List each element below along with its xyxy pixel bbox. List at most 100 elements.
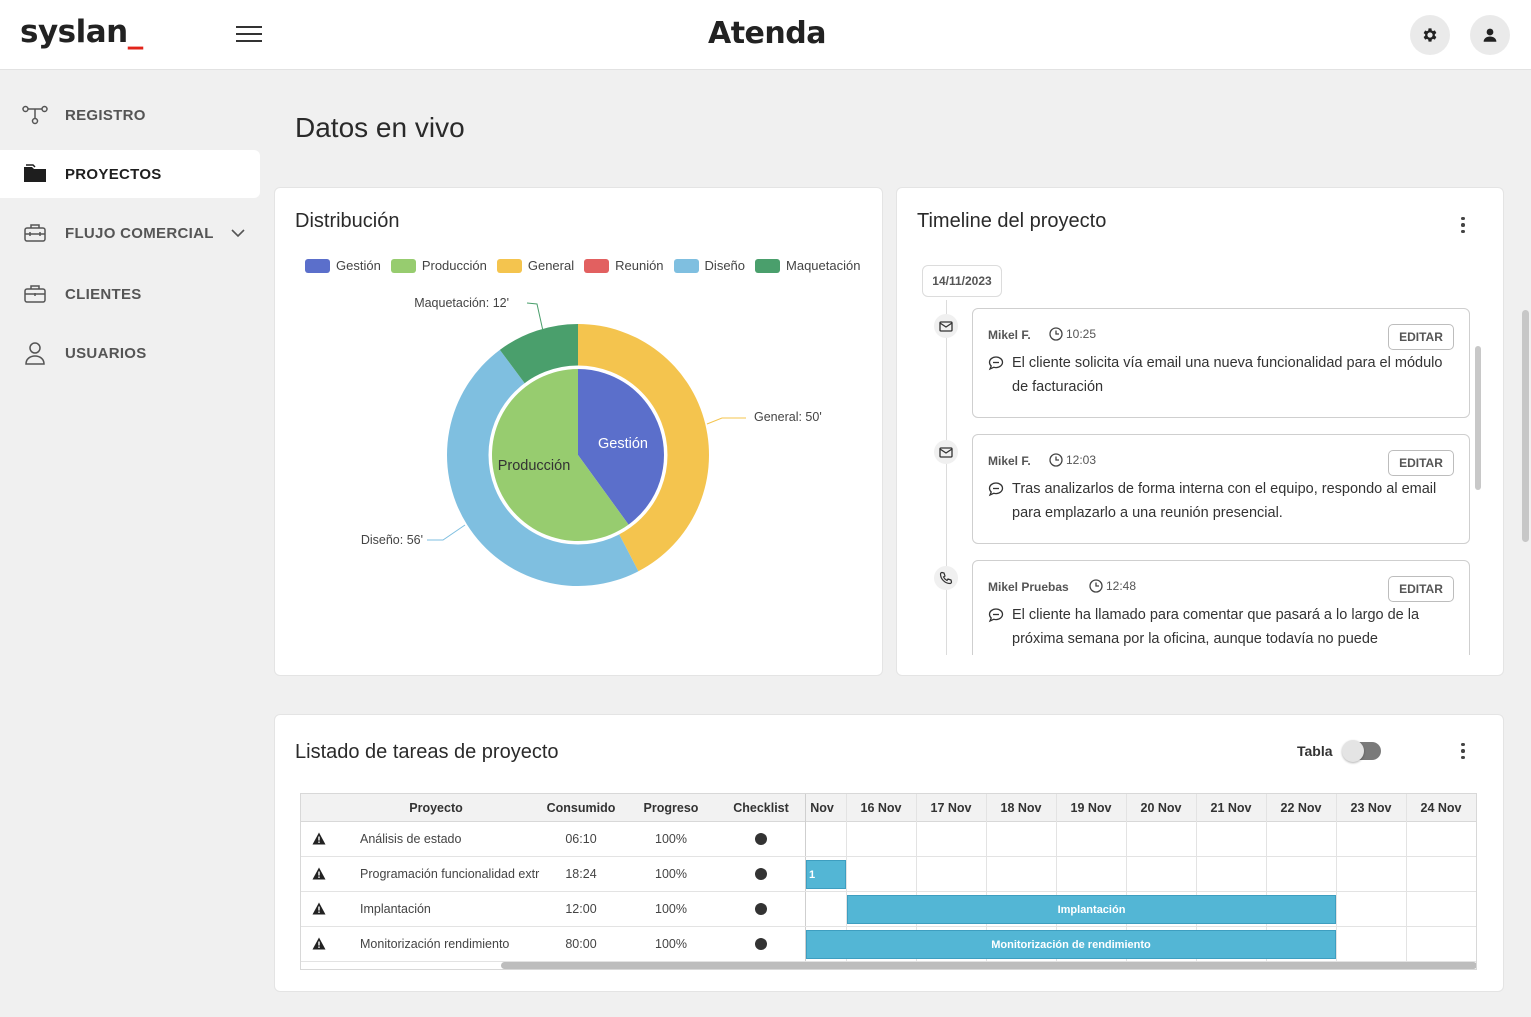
timeline-entry: Mikel F. 12:03 EDITAR Tras analizarlos d… <box>897 434 1497 546</box>
warning-icon <box>312 832 326 845</box>
tasks-more-options-icon[interactable] <box>1453 741 1473 761</box>
column-header-progreso[interactable]: Progreso <box>643 801 699 815</box>
hamburger-menu-icon[interactable] <box>236 26 262 44</box>
gear-icon <box>1423 28 1437 42</box>
table-row[interactable]: Implantación 12:00 100% <box>301 892 1476 927</box>
legend-item-produccion[interactable]: Producción <box>390 258 487 273</box>
pie-slice-produccion[interactable] <box>491 369 629 541</box>
legend-item-maquetacion[interactable]: Maquetación <box>755 258 860 273</box>
entry-message: El cliente ha llamado para comentar que … <box>1012 607 1420 647</box>
gantt-bar[interactable]: 1 <box>806 860 846 889</box>
entry-time: 12:48 <box>1089 579 1136 593</box>
day-header: 18 Nov <box>1000 801 1042 815</box>
day-header: Nov <box>810 801 834 815</box>
chevron-down-icon[interactable] <box>230 225 246 243</box>
distribution-title: Distribución <box>295 210 400 232</box>
page-scrollbar[interactable] <box>1522 310 1529 542</box>
pie-slice-gestion[interactable] <box>578 369 664 525</box>
timeline-entry: Mikel Pruebas 12:48 EDITAR El cliente ha… <box>897 560 1497 655</box>
tasks-card: Listado de tareas de proyecto Tabla Proy… <box>274 714 1504 992</box>
sidebar-item-label: USUARIOS <box>65 344 147 362</box>
chart-legend: Gestión Producción General Reunión Diseñ… <box>305 258 860 273</box>
settings-button[interactable] <box>1410 15 1450 55</box>
edit-button[interactable]: EDITAR <box>1388 450 1454 476</box>
clock-icon <box>1089 579 1103 593</box>
timeline-more-options-icon[interactable] <box>1453 215 1473 235</box>
gantt-bar[interactable]: Implantación <box>847 895 1336 924</box>
mail-icon <box>934 440 958 464</box>
task-progreso: 100% <box>655 832 687 846</box>
tasks-title: Listado de tareas de proyecto <box>295 741 559 763</box>
page-scrollbar-track <box>1519 76 1531 1017</box>
legend-item-gestion[interactable]: Gestión <box>305 258 381 273</box>
table-toggle[interactable] <box>1342 740 1381 762</box>
sidebar-item-flujo-comercial[interactable]: FLUJO COMERCIAL <box>0 209 260 257</box>
user-button[interactable] <box>1470 15 1510 55</box>
table-row[interactable]: Programación funcionalidad extr 18:24 10… <box>301 857 1476 892</box>
task-checklist <box>717 892 805 926</box>
entry-author: Mikel F. <box>988 454 1031 468</box>
warning-icon <box>312 867 326 880</box>
pie-slice-diseno[interactable] <box>446 349 639 586</box>
checklist-dot-icon <box>755 938 767 950</box>
timeline-entry-box: Mikel F. 12:03 EDITAR Tras analizarlos d… <box>972 434 1470 544</box>
timeline-line <box>946 300 947 655</box>
column-header-proyecto[interactable]: Proyecto <box>409 801 463 815</box>
label-leader-maquetacion <box>526 302 544 332</box>
column-header-consumido[interactable]: Consumido <box>546 801 616 815</box>
checklist-dot-icon <box>755 833 767 845</box>
top-header: syslan_ Atenda <box>0 0 1531 70</box>
entry-author: Mikel F. <box>988 328 1031 342</box>
sidebar-item-usuarios[interactable]: USUARIOS <box>0 329 260 377</box>
table-toggle-label: Tabla <box>1297 743 1333 759</box>
gantt-bar[interactable]: Monitorización de rendimiento <box>806 930 1336 959</box>
task-consumido: 80:00 <box>565 937 597 951</box>
entry-author: Mikel Pruebas <box>988 580 1069 594</box>
column-header-checklist[interactable]: Checklist <box>733 801 789 815</box>
day-header: 19 Nov <box>1070 801 1112 815</box>
table-row[interactable]: Monitorización rendimiento 80:00 100% <box>301 927 1476 962</box>
timeline-scrollbar[interactable] <box>1475 346 1481 490</box>
pie-slice-general[interactable] <box>578 324 709 572</box>
page-title: Datos en vivo <box>295 112 465 143</box>
syslan-logo[interactable]: syslan_ <box>20 14 143 50</box>
slice-label-produccion: Producción <box>498 458 571 474</box>
gantt-horizontal-scrollbar[interactable] <box>501 962 1476 969</box>
timeline-list[interactable]: Mikel F. 10:25 EDITAR El cliente solicit… <box>897 300 1497 655</box>
day-header: 17 Nov <box>930 801 972 815</box>
slice-label-general: General: 50' <box>754 410 822 424</box>
legend-item-diseno[interactable]: Diseño <box>673 258 745 273</box>
edit-button[interactable]: EDITAR <box>1388 576 1454 602</box>
distribution-pie-chart: Gestión Producción General: 50' Diseño: … <box>361 296 822 586</box>
legend-item-reunion[interactable]: Reunión <box>584 258 664 273</box>
comment-icon <box>988 608 1004 623</box>
sidebar-item-clientes[interactable]: CLIENTES <box>0 270 260 318</box>
comment-icon <box>988 482 1004 497</box>
task-consumido: 12:00 <box>565 902 597 916</box>
comment-icon <box>988 356 1004 371</box>
entry-message: El cliente solicita vía email una nueva … <box>1012 355 1443 395</box>
phone-icon <box>934 566 958 590</box>
sidebar-item-registro[interactable]: REGISTRO <box>0 91 260 139</box>
timeline-entry: Mikel F. 10:25 EDITAR El cliente solicit… <box>897 308 1497 420</box>
pie-slice-maquetacion[interactable] <box>499 324 578 385</box>
task-consumido: 06:10 <box>565 832 597 846</box>
distribution-card: Distribución Gestión Producción General … <box>274 187 883 676</box>
sidebar-item-proyectos[interactable]: PROYECTOS <box>0 150 260 198</box>
entry-time: 10:25 <box>1049 327 1096 341</box>
folder-icon <box>22 161 48 187</box>
timeline-entry-box: Mikel Pruebas 12:48 EDITAR El cliente ha… <box>972 560 1470 655</box>
task-name: Monitorización rendimiento <box>360 937 510 951</box>
table-row[interactable]: Análisis de estado 06:10 100% <box>301 822 1476 857</box>
legend-item-general[interactable]: General <box>496 258 574 273</box>
day-header: 22 Nov <box>1280 801 1322 815</box>
gantt-grid: Proyecto Consumido Progreso Checklist No… <box>300 793 1477 970</box>
slice-label-maquetacion: Maquetación: 12' <box>414 296 509 310</box>
task-checklist <box>717 822 805 856</box>
slice-label-diseno: Diseño: 56' <box>361 533 423 547</box>
gantt-header: Proyecto Consumido Progreso Checklist No… <box>301 794 1476 822</box>
warning-icon <box>312 902 326 915</box>
clock-icon <box>1049 453 1063 467</box>
task-name: Análisis de estado <box>360 832 462 846</box>
edit-button[interactable]: EDITAR <box>1388 324 1454 350</box>
